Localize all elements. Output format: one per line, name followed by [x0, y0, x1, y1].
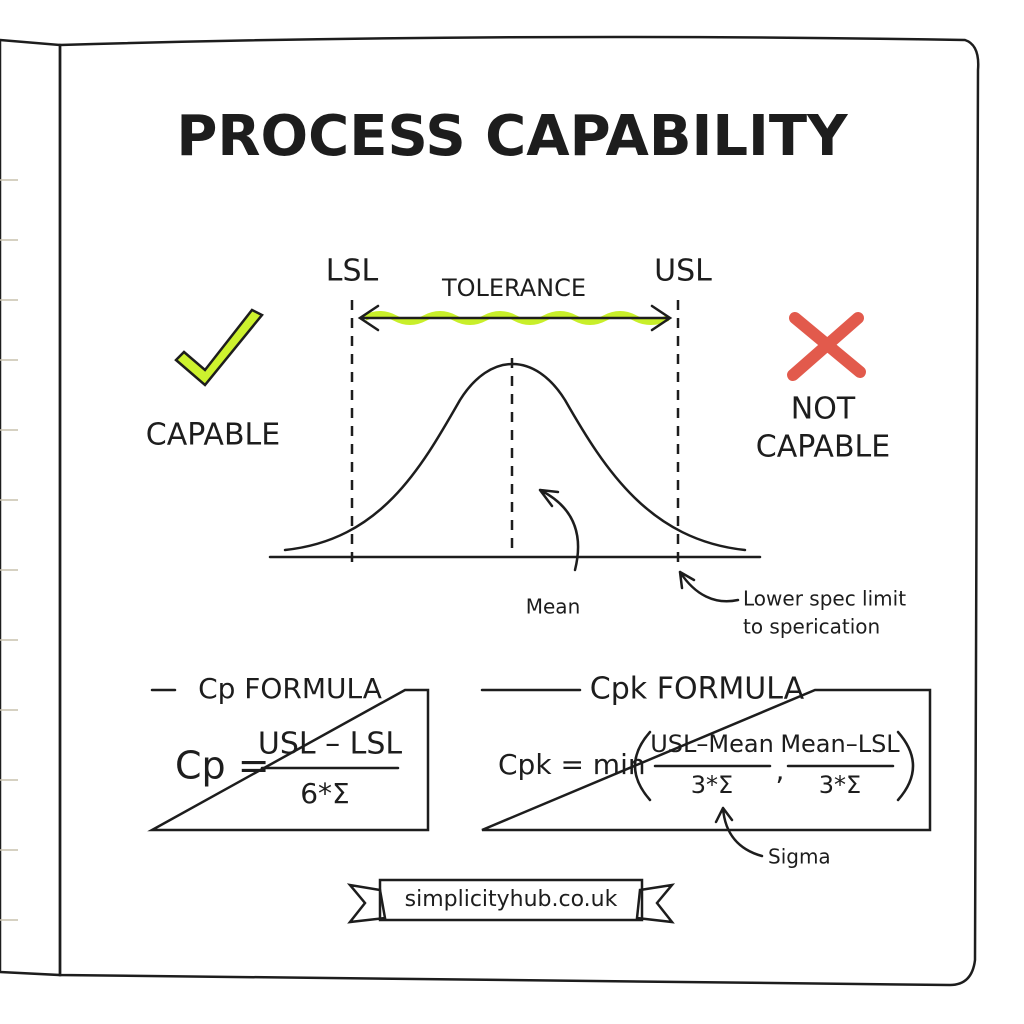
cp-box: [147, 688, 430, 832]
not-capable-label: CAPABLE: [756, 430, 890, 465]
cpk-box: [480, 688, 932, 832]
cp-denominator: 6*Σ: [300, 777, 350, 810]
note-text: Lower spec limit: [743, 587, 906, 611]
mean-label: Mean: [526, 595, 581, 619]
not-capable-label: NOT: [791, 392, 856, 427]
cp-heading: Cp FORMULA: [198, 672, 382, 705]
parentheses: [633, 730, 915, 802]
page-lines: [0, 179, 18, 921]
note-arrow: [678, 570, 740, 603]
usl-label: USL: [654, 254, 712, 289]
cpk-heading: Cpk FORMULA: [590, 672, 805, 707]
mean-arrow: [538, 488, 580, 572]
banner-tails: [346, 883, 676, 924]
banner: [378, 878, 644, 922]
cpk-separator: ,: [776, 754, 785, 787]
cp-lhs: Cp =: [175, 744, 270, 788]
cpk-lhs: Cpk = min: [498, 748, 646, 781]
cpk-denominator-2: 3*Σ: [819, 771, 861, 799]
check-mark: [174, 308, 264, 387]
title: PROCESS CAPABILITY: [176, 104, 849, 169]
cpk-denominator: 3*Σ: [691, 771, 733, 799]
capable-label: CAPABLE: [146, 418, 280, 453]
footer: simplicityhub.co.uk: [405, 887, 618, 912]
bell-curve: [283, 362, 747, 552]
sigma-arrow: [714, 806, 764, 858]
sigma-label: Sigma: [768, 845, 831, 869]
cp-numerator: USL – LSL: [258, 727, 403, 762]
right-page: [58, 35, 980, 987]
tolerance-arrow: [357, 304, 673, 332]
cpk-numerator: USL–Mean: [650, 730, 774, 758]
lsl-label: LSL: [326, 254, 379, 289]
note-text: to sperication: [743, 615, 880, 639]
cross-mark: [787, 312, 866, 381]
cpk-numerator-2: Mean–LSL: [780, 730, 900, 758]
tolerance-label: TOLERANCE: [441, 274, 586, 302]
